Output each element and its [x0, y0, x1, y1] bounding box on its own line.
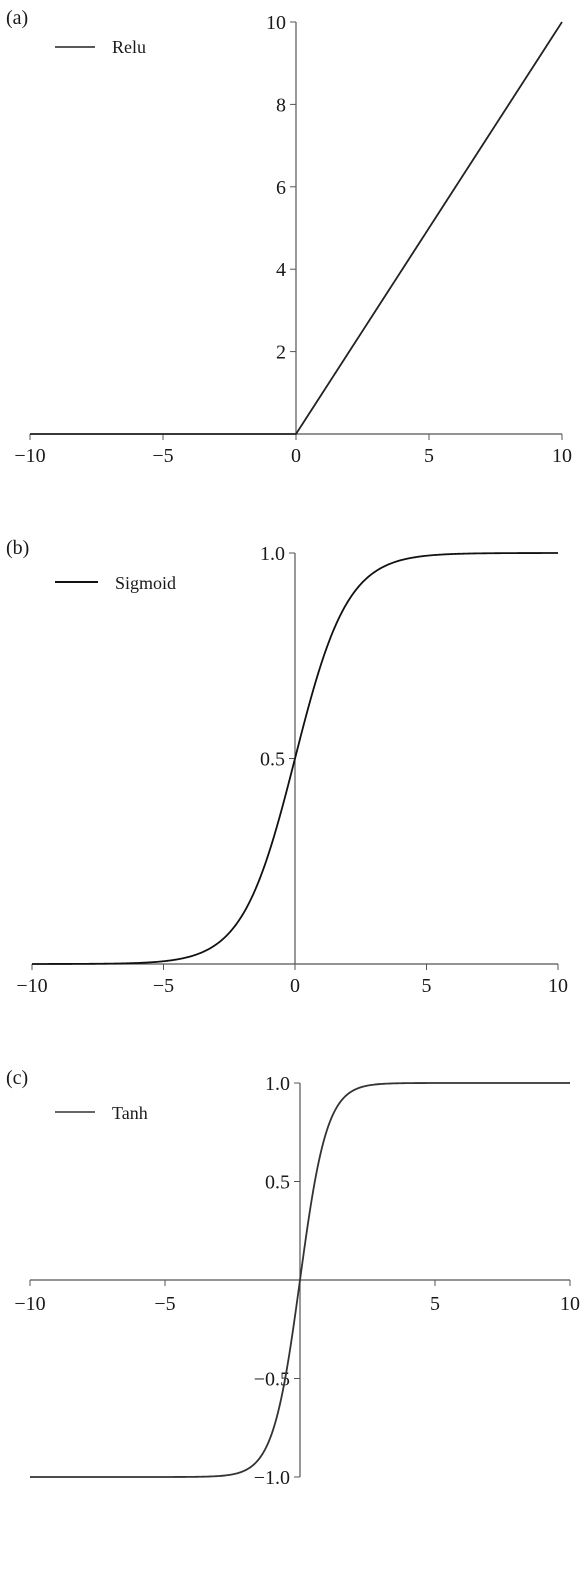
x-tick-label: 5 [430, 1293, 440, 1315]
panel-label: (b) [6, 537, 29, 559]
x-tick-label: 0 [290, 975, 300, 997]
x-tick-label: 5 [422, 975, 432, 997]
x-tick-label: −10 [14, 1293, 45, 1315]
x-tick-label: −5 [154, 1293, 175, 1315]
x-tick-label: 10 [560, 1293, 580, 1315]
y-tick-label: 6 [276, 177, 286, 199]
y-tick-label: 8 [276, 94, 286, 116]
x-tick-label: 10 [552, 445, 572, 467]
sigmoid-chart: (b) Sigmoid −10 −5 0 5 10 0.5 1.0 [6, 537, 568, 997]
y-tick-label: 10 [266, 12, 286, 34]
y-tick-label: 0.5 [265, 1172, 290, 1194]
y-tick-label: 1.0 [260, 543, 285, 565]
x-tick-label: −5 [152, 445, 173, 467]
legend-label: Tanh [112, 1103, 148, 1123]
x-tick-label: −10 [16, 975, 47, 997]
y-tick-label: 2 [276, 342, 286, 364]
x-tick-label: 0 [291, 445, 301, 467]
legend: Tanh [55, 1103, 148, 1123]
x-tick-label: −5 [153, 975, 174, 997]
tanh-chart: (c) Tanh −10 −5 5 10 −1.0 −0.5 0.5 1.0 [6, 1067, 580, 1489]
relu-chart: (a) Relu −10 −5 0 5 10 2 4 6 8 10 [6, 7, 572, 467]
x-tick-label: −10 [14, 445, 45, 467]
series-line [30, 1082, 570, 1478]
y-tick-label: 4 [276, 259, 286, 281]
series-line [30, 21, 563, 435]
x-tick-label: 5 [424, 445, 434, 467]
legend: Relu [55, 37, 146, 57]
y-tick-label: −1.0 [254, 1467, 290, 1489]
series-line [32, 552, 558, 965]
legend-label: Sigmoid [115, 573, 176, 593]
x-tick-label: 10 [548, 975, 568, 997]
panel-label: (c) [6, 1067, 28, 1089]
legend: Sigmoid [55, 573, 176, 593]
legend-label: Relu [112, 37, 146, 57]
panel-label: (a) [6, 7, 28, 29]
y-tick-label: 0.5 [260, 749, 285, 771]
y-tick-label: −0.5 [254, 1369, 290, 1391]
y-tick-label: 1.0 [265, 1073, 290, 1095]
